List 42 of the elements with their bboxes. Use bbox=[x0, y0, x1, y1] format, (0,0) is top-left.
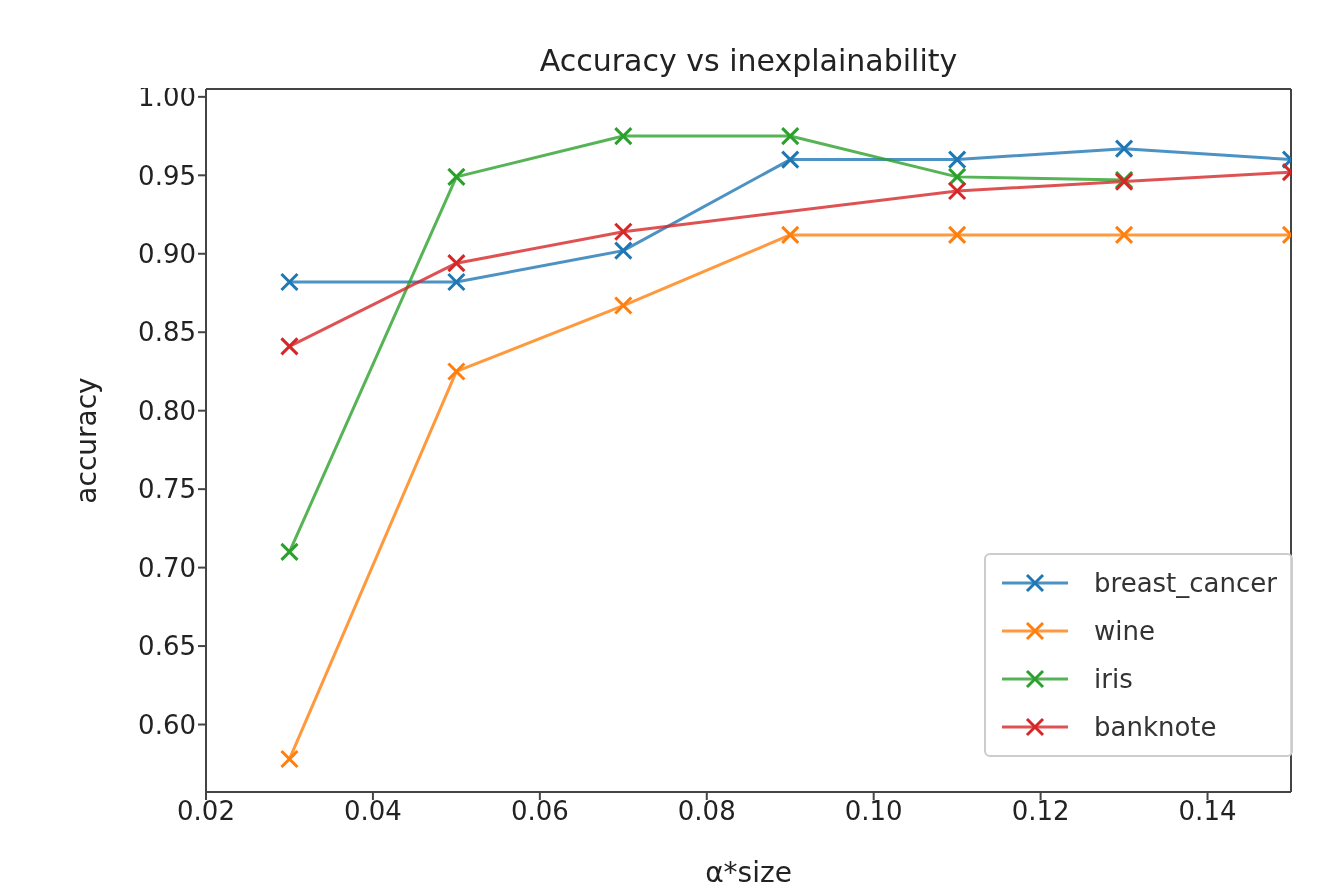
point bbox=[947, 150, 967, 170]
point bbox=[446, 167, 466, 187]
point bbox=[780, 126, 800, 146]
point bbox=[1114, 225, 1134, 245]
point bbox=[446, 361, 466, 381]
x-tick-label: 0.08 bbox=[677, 796, 736, 827]
point bbox=[279, 272, 299, 292]
y-tick-label: 0.75 bbox=[138, 474, 196, 505]
x-tick-label: 0.14 bbox=[1178, 796, 1237, 827]
y-tick-label: 0.95 bbox=[138, 160, 196, 191]
point bbox=[613, 296, 633, 316]
point bbox=[947, 225, 967, 245]
x-tick-label: 0.02 bbox=[177, 796, 235, 827]
y-tick-label: 0.60 bbox=[138, 709, 196, 740]
legend-label: wine bbox=[1094, 616, 1155, 646]
point bbox=[446, 253, 466, 273]
x-tick-label: 0.12 bbox=[1011, 796, 1070, 827]
y-tick-label: 0.70 bbox=[138, 552, 196, 583]
y-tick-label: 0.90 bbox=[138, 239, 196, 269]
x-tick-label: 0.06 bbox=[510, 796, 569, 827]
point bbox=[279, 336, 299, 356]
x-tick-label: 0.04 bbox=[343, 796, 402, 827]
point bbox=[780, 225, 800, 245]
y-tick-label: 0.85 bbox=[138, 317, 196, 348]
legend-label: banknote bbox=[1094, 712, 1217, 742]
y-axis-title: accuracy bbox=[69, 377, 103, 504]
point bbox=[279, 542, 299, 562]
point bbox=[613, 126, 633, 146]
y-tick-label: 0.80 bbox=[138, 395, 196, 426]
legend-label: iris bbox=[1094, 664, 1133, 694]
y-tick-label: 0.65 bbox=[138, 631, 196, 662]
point bbox=[446, 272, 466, 292]
legend-label: breast_cancer bbox=[1094, 568, 1277, 598]
chart-title: Accuracy vs inexplainability bbox=[538, 42, 959, 80]
point bbox=[613, 222, 633, 242]
point bbox=[1114, 139, 1134, 159]
point bbox=[780, 150, 800, 170]
x-axis-title: α*size bbox=[705, 856, 792, 889]
point bbox=[279, 749, 299, 769]
point bbox=[947, 181, 967, 201]
point bbox=[613, 241, 633, 261]
x-tick-label: 0.10 bbox=[844, 796, 903, 827]
